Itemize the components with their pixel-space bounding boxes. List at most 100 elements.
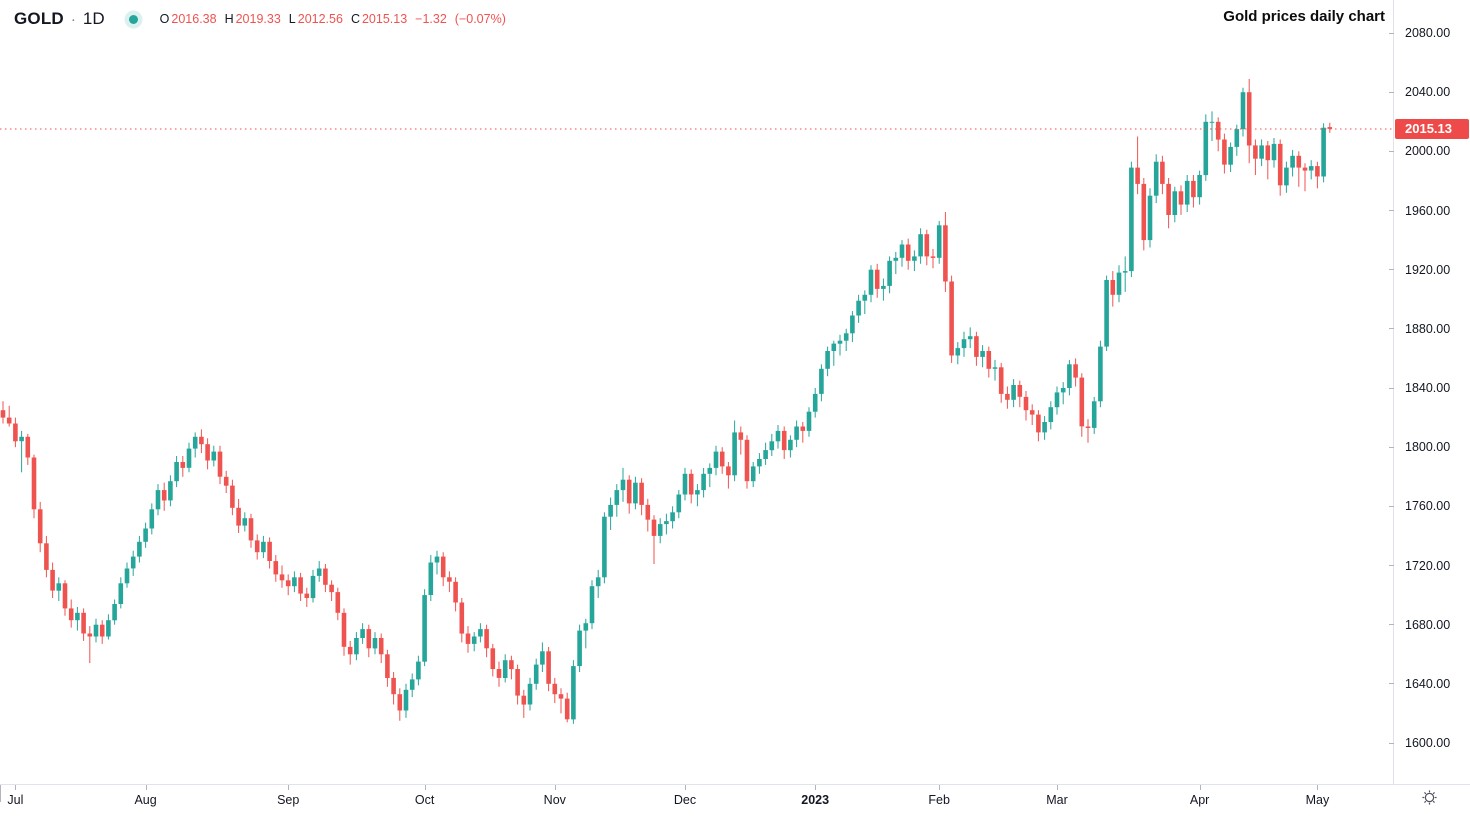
candle[interactable]: [199, 429, 204, 454]
candle[interactable]: [564, 692, 570, 723]
candle[interactable]: [936, 220, 942, 264]
candle[interactable]: [273, 555, 279, 582]
candle[interactable]: [385, 649, 390, 687]
candle[interactable]: [1234, 124, 1240, 156]
candle[interactable]: [1240, 87, 1246, 137]
candle[interactable]: [986, 346, 992, 378]
candle[interactable]: [980, 345, 985, 368]
candle[interactable]: [484, 624, 489, 658]
candle[interactable]: [329, 580, 334, 601]
candle[interactable]: [750, 462, 756, 488]
candle[interactable]: [552, 677, 558, 704]
candle[interactable]: [719, 447, 725, 474]
candle[interactable]: [161, 482, 167, 511]
candle[interactable]: [496, 661, 502, 687]
candle[interactable]: [1191, 175, 1196, 208]
candle[interactable]: [490, 643, 496, 677]
candle[interactable]: [155, 484, 161, 516]
candle[interactable]: [31, 454, 37, 519]
candle[interactable]: [800, 422, 806, 443]
candle[interactable]: [645, 498, 651, 532]
candle[interactable]: [571, 660, 576, 724]
candle[interactable]: [781, 426, 787, 460]
candle[interactable]: [1327, 122, 1333, 133]
candle[interactable]: [1122, 256, 1128, 292]
candle[interactable]: [50, 562, 55, 599]
candle[interactable]: [905, 238, 911, 270]
candle[interactable]: [676, 490, 682, 519]
candle[interactable]: [279, 565, 285, 588]
candle[interactable]: [236, 498, 241, 533]
candle[interactable]: [347, 640, 353, 665]
candle[interactable]: [1172, 186, 1178, 223]
candle[interactable]: [602, 512, 607, 584]
candle[interactable]: [292, 571, 297, 593]
candle[interactable]: [1178, 185, 1184, 215]
candle[interactable]: [589, 580, 595, 630]
candle[interactable]: [242, 512, 248, 532]
candle[interactable]: [825, 346, 830, 377]
candle[interactable]: [502, 654, 508, 683]
candle[interactable]: [310, 569, 316, 603]
candle[interactable]: [391, 672, 396, 705]
candle[interactable]: [1054, 386, 1060, 415]
candle[interactable]: [583, 618, 589, 649]
candle[interactable]: [1321, 123, 1326, 183]
candle[interactable]: [633, 476, 638, 510]
candle[interactable]: [1271, 138, 1277, 168]
candle[interactable]: [614, 484, 620, 517]
candle[interactable]: [341, 608, 347, 656]
candle[interactable]: [1253, 139, 1258, 176]
candle[interactable]: [1091, 396, 1097, 434]
candle[interactable]: [87, 626, 93, 664]
candle[interactable]: [1048, 401, 1054, 430]
candle[interactable]: [533, 658, 539, 690]
candle[interactable]: [6, 405, 12, 427]
candle[interactable]: [323, 564, 328, 593]
candle[interactable]: [1315, 161, 1320, 189]
candle[interactable]: [1265, 141, 1271, 180]
candle[interactable]: [354, 632, 359, 661]
candle[interactable]: [106, 614, 111, 640]
candle[interactable]: [1036, 410, 1041, 442]
candle[interactable]: [688, 469, 694, 504]
candle[interactable]: [1060, 382, 1066, 405]
candle[interactable]: [595, 569, 601, 598]
candle[interactable]: [546, 646, 551, 692]
candle[interactable]: [1017, 380, 1023, 408]
candle[interactable]: [806, 407, 812, 437]
candle[interactable]: [713, 445, 719, 476]
candle[interactable]: [453, 577, 458, 612]
candle[interactable]: [1308, 160, 1314, 180]
candle[interactable]: [726, 462, 731, 489]
candle[interactable]: [775, 425, 781, 449]
candle[interactable]: [143, 522, 148, 548]
candle[interactable]: [992, 359, 998, 381]
candle[interactable]: [75, 606, 80, 631]
candle[interactable]: [881, 278, 886, 301]
candle[interactable]: [1153, 154, 1159, 204]
candle[interactable]: [670, 506, 675, 529]
candle[interactable]: [924, 229, 930, 266]
candle[interactable]: [192, 432, 198, 458]
candle[interactable]: [961, 331, 967, 357]
candle[interactable]: [1209, 111, 1215, 141]
candle[interactable]: [428, 555, 434, 601]
candle[interactable]: [744, 435, 750, 489]
candle[interactable]: [211, 445, 217, 467]
candle[interactable]: [174, 456, 179, 488]
candle[interactable]: [837, 334, 843, 356]
candle[interactable]: [1184, 175, 1190, 212]
candle[interactable]: [137, 535, 142, 563]
candle[interactable]: [1110, 271, 1116, 307]
candle[interactable]: [403, 683, 409, 718]
candle[interactable]: [217, 445, 223, 485]
candle[interactable]: [521, 689, 527, 718]
candle[interactable]: [316, 561, 322, 582]
candle[interactable]: [1011, 379, 1016, 408]
candle[interactable]: [304, 587, 310, 607]
candle[interactable]: [943, 212, 948, 292]
candle[interactable]: [1296, 151, 1302, 187]
candle[interactable]: [701, 467, 706, 498]
candle[interactable]: [887, 256, 892, 294]
